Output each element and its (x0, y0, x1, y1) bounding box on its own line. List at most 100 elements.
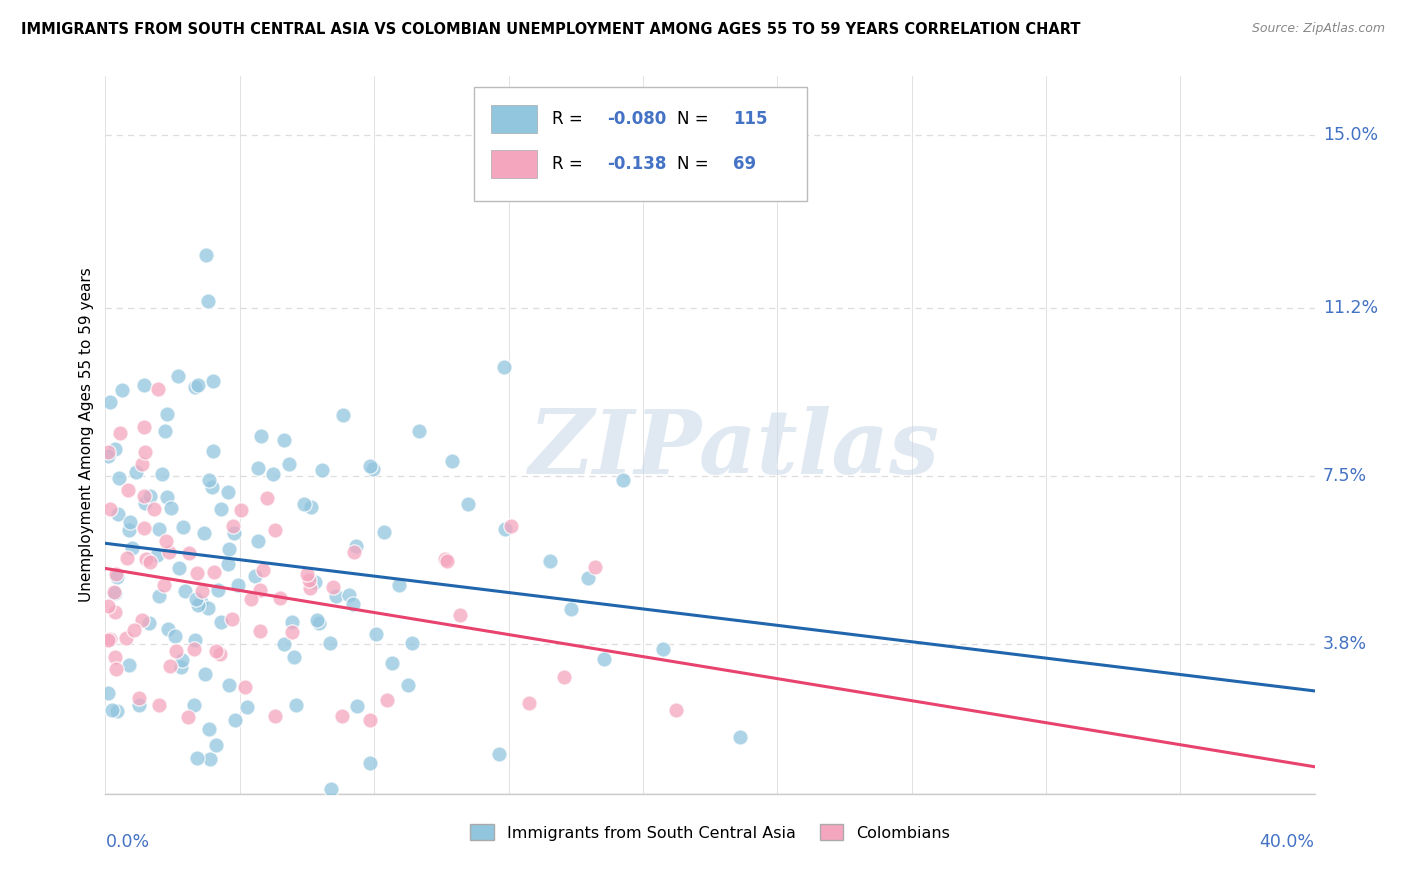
Point (167, 561, 190, 575)
Point (186, 750, 208, 764)
Point (132, 520, 155, 534)
Point (359, 459, 381, 474)
Point (131, 613, 153, 627)
Point (134, 444, 156, 458)
Point (560, 601, 582, 615)
Point (278, 457, 301, 471)
Point (121, 541, 143, 555)
Point (194, 666, 217, 681)
Point (148, 522, 170, 536)
Point (325, 589, 347, 603)
Point (148, 698, 170, 712)
Point (299, 500, 322, 514)
Point (441, 454, 464, 468)
Point (98, 502, 121, 516)
Point (165, 643, 187, 657)
Point (105, 704, 128, 718)
Point (159, 500, 181, 515)
Text: IMMIGRANTS FROM SOUTH CENTRAL ASIA VS COLOMBIAN UNEMPLOYMENT AMONG AGES 55 TO 59: IMMIGRANTS FROM SOUTH CENTRAL ASIA VS CO… (21, 22, 1081, 37)
Point (155, 534, 177, 549)
Point (593, 652, 616, 666)
Point (201, 374, 224, 388)
Point (110, 384, 132, 398)
Text: Source: ZipAtlas.com: Source: ZipAtlas.com (1251, 22, 1385, 36)
Point (118, 657, 141, 672)
Point (152, 578, 174, 592)
Point (263, 709, 285, 723)
Point (222, 519, 245, 533)
Point (97, 632, 120, 647)
Point (131, 457, 153, 471)
Point (366, 627, 388, 641)
Point (200, 752, 222, 766)
Point (153, 424, 176, 438)
Point (224, 713, 246, 727)
Point (197, 600, 219, 615)
Point (118, 523, 141, 537)
Point (249, 582, 271, 597)
Point (256, 491, 278, 505)
Point (209, 502, 232, 516)
Point (218, 557, 240, 571)
Point (319, 782, 342, 797)
Point (197, 293, 219, 308)
Point (107, 507, 129, 521)
Point (457, 498, 479, 512)
Point (165, 629, 187, 643)
Point (292, 497, 315, 511)
Point (186, 566, 208, 581)
Text: -0.138: -0.138 (607, 155, 666, 173)
Point (156, 490, 179, 504)
Point (285, 698, 308, 713)
Point (150, 467, 173, 481)
Point (201, 480, 224, 494)
Point (107, 471, 129, 485)
Point (517, 696, 540, 710)
Point (319, 636, 342, 650)
Point (187, 377, 209, 392)
Point (344, 539, 367, 553)
Point (281, 624, 304, 639)
Point (159, 659, 181, 673)
Point (172, 653, 194, 667)
Point (202, 565, 225, 579)
Point (105, 567, 128, 582)
Point (117, 483, 139, 497)
Point (172, 520, 194, 534)
Point (142, 501, 165, 516)
Point (247, 461, 270, 475)
Point (103, 442, 125, 456)
Point (191, 584, 214, 599)
Text: 0.0%: 0.0% (105, 833, 149, 851)
Point (205, 738, 228, 752)
Point (246, 534, 269, 549)
Point (304, 574, 326, 589)
Point (576, 570, 599, 584)
Point (138, 556, 160, 570)
Legend: Immigrants from South Central Asia, Colombians: Immigrants from South Central Asia, Colo… (464, 818, 956, 847)
Point (146, 548, 169, 562)
Point (332, 408, 354, 422)
Point (346, 699, 368, 714)
Point (114, 631, 136, 645)
Text: 7.5%: 7.5% (1323, 467, 1367, 484)
Point (128, 698, 150, 712)
Point (183, 380, 205, 394)
Point (104, 662, 127, 676)
Point (198, 722, 221, 736)
Point (132, 489, 155, 503)
Point (97, 599, 120, 613)
Point (401, 636, 423, 650)
Point (209, 615, 232, 630)
Point (97, 450, 120, 464)
Point (298, 574, 321, 588)
Point (146, 382, 169, 396)
Point (128, 691, 150, 706)
Point (202, 443, 225, 458)
Point (222, 526, 245, 541)
Point (322, 580, 344, 594)
Point (612, 474, 634, 488)
Point (449, 607, 471, 622)
Point (408, 425, 430, 439)
Point (183, 698, 205, 712)
